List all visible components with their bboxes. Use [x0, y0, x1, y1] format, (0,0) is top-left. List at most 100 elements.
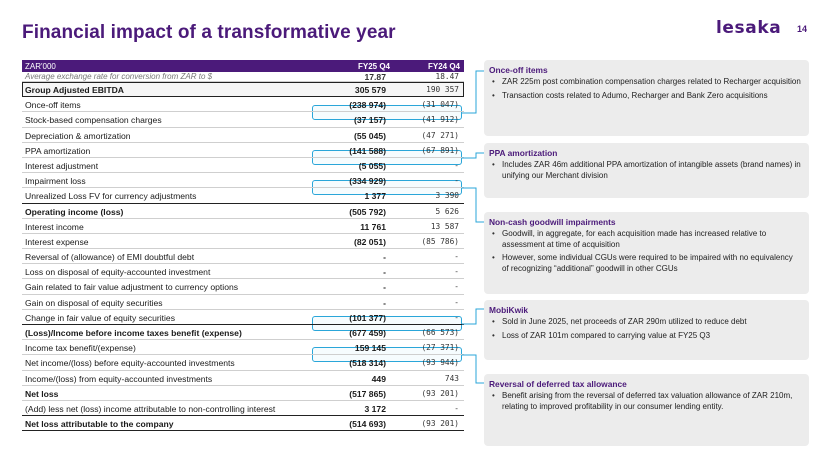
callout-title: Once-off items	[489, 65, 548, 75]
callout-title: MobiKwik	[489, 305, 529, 315]
row-fy25: -	[383, 297, 386, 308]
callout-bullets: Includes ZAR 46m additional PPA amortiza…	[491, 160, 801, 184]
row-fy25: (141 588)	[349, 145, 386, 156]
row-fy24: (27 371)	[421, 343, 459, 353]
callout-bullet: Benefit arising from the reversal of def…	[491, 391, 801, 412]
row-fy25: (37 157)	[353, 115, 386, 126]
callout-bullets: ZAR 225m post combination compensation c…	[491, 77, 801, 104]
row-fy25: (677 459)	[349, 328, 386, 338]
row-fy25: 1 377	[364, 191, 386, 202]
callout-once-off-items: Once-off items ZAR 225m post combination…	[484, 60, 809, 136]
callout-title: Reversal of deferred tax allowance	[489, 379, 627, 389]
row-fy24: 743	[444, 373, 459, 383]
connector-ppa	[462, 152, 484, 159]
row-fy24: (67 891)	[421, 145, 459, 155]
row-fy24: -	[454, 267, 459, 277]
row-fy24: (47 271)	[421, 130, 459, 140]
row-label: Loss on disposal of equity-accounted inv…	[25, 267, 211, 278]
row-fy25: (518 314)	[349, 358, 386, 369]
callout-mobikwik: MobiKwik Sold in June 2025, net proceeds…	[484, 300, 809, 360]
row-fy24: -	[454, 403, 459, 413]
highlight-once-off	[312, 105, 462, 120]
table-row: Loss on disposal of equity-accounted inv…	[22, 264, 464, 280]
callout-bullet: However, some individual CGUs were requi…	[491, 253, 801, 274]
row-fy25: 11 761	[360, 221, 386, 232]
callout-bullets: Sold in June 2025, net proceeds of ZAR 2…	[491, 317, 801, 344]
table-row: (Loss)/Income before income taxes benefi…	[22, 325, 464, 341]
row-fy25: (101 377)	[349, 312, 386, 323]
row-label: (Loss)/Income before income taxes benefi…	[25, 328, 242, 338]
table-row: Unrealized Loss FV for currency adjustme…	[22, 188, 464, 204]
callout-title: Non-cash goodwill impairments	[489, 217, 616, 227]
row-label: PPA amortization	[25, 145, 91, 156]
lesaka-logo: lesaka	[716, 18, 782, 38]
callout-bullet: ZAR 225m post combination compensation c…	[491, 77, 801, 88]
row-label: Gain related to fair value adjustment to…	[25, 282, 239, 293]
row-label: Change in fair value of equity securitie…	[25, 312, 175, 323]
row-label: Operating income (loss)	[25, 206, 124, 217]
row-fy24: (93 944)	[421, 358, 459, 368]
table-row: Gain on disposal of equity securities - …	[22, 295, 464, 310]
row-label: Net loss attributable to the company	[25, 419, 174, 430]
table-row: Reversal of (allowance) of EMI doubtful …	[22, 249, 464, 265]
row-fy25: (517 865)	[349, 388, 386, 399]
callout-title: PPA amortization	[489, 148, 558, 158]
row-label: Income/(loss) from equity-accounted inve…	[25, 373, 213, 384]
row-label: (Add) less net (loss) income attributabl…	[25, 403, 276, 414]
table-row: Impairment loss (334 929) -	[22, 173, 464, 189]
table-header: ZAR'000 FY25 Q4 FY24 Q4	[22, 60, 464, 72]
row-fy24: 5 626	[435, 206, 459, 216]
callout-bullets: Goodwill, in aggregate, for each acquisi…	[491, 229, 801, 277]
row-fy24: (66 573)	[421, 328, 459, 337]
row-fy25: (82 051)	[353, 236, 386, 247]
row-fy25: 3 172	[364, 403, 386, 414]
row-label: Depreciation & amortization	[25, 130, 131, 141]
row-fy24: -	[454, 297, 459, 307]
highlight-equity-securities	[312, 316, 462, 331]
slide-title: Financial impact of a transformative yea…	[22, 22, 396, 43]
table-row: Net loss (517 865) (93 201)	[22, 386, 464, 401]
row-label: Net loss	[25, 388, 59, 399]
row-label: Unrealized Loss FV for currency adjustme…	[25, 191, 197, 202]
row-fy25: 159 145	[354, 343, 386, 354]
row-fy25: 305 579	[354, 85, 386, 95]
row-fy25: (5 055)	[358, 160, 386, 171]
row-label: Reversal of (allowance) of EMI doubtful …	[25, 252, 195, 263]
table-row: Stock-based compensation charges (37 157…	[22, 112, 464, 128]
table-row: Interest expense (82 051) (85 786)	[22, 234, 464, 250]
row-fy24: -	[454, 176, 459, 186]
row-label: Interest expense	[25, 236, 89, 247]
row-fy24: -	[454, 160, 459, 170]
row-fy24: 13 587	[430, 221, 459, 231]
row-fy25: -	[383, 267, 386, 278]
table-row: Group Adjusted EBITDA 305 579 190 357	[22, 82, 464, 98]
row-fy25: -	[383, 282, 386, 293]
table-row: Operating income (loss) (505 792) 5 626	[22, 204, 464, 219]
row-label: Group Adjusted EBITDA	[25, 85, 124, 95]
row-fy24: (93 201)	[421, 388, 459, 398]
callout-ppa-amortization: PPA amortization Includes ZAR 46m additi…	[484, 143, 809, 198]
header-label: ZAR'000	[25, 61, 56, 71]
callout-bullet: Sold in June 2025, net proceeds of ZAR 2…	[491, 317, 801, 328]
table-row: Net loss attributable to the company (51…	[22, 416, 464, 432]
table-row: Gain related to fair value adjustment to…	[22, 279, 464, 295]
header-col-fy24: FY24 Q4	[427, 61, 460, 71]
row-fy25: -	[383, 252, 386, 263]
callout-bullet: Goodwill, in aggregate, for each acquisi…	[491, 229, 801, 250]
page-number: 14	[797, 24, 808, 34]
row-fy25: (505 792)	[349, 206, 386, 217]
connector-impairment	[462, 187, 484, 223]
callout-bullet: Loss of ZAR 101m compared to carrying va…	[491, 331, 801, 342]
table-row: Interest adjustment (5 055) -	[22, 158, 464, 174]
row-fy24: (31 047)	[421, 100, 459, 110]
connector-deferred-tax	[462, 354, 484, 384]
row-label: Interest income	[25, 221, 84, 232]
row-label: Gain on disposal of equity securities	[25, 297, 163, 308]
row-fy24: 18.47	[435, 72, 459, 81]
table-row: Depreciation & amortization (55 045) (47…	[22, 128, 464, 143]
row-fy25: 449	[371, 373, 386, 384]
row-label: Income tax benefit/(expense)	[25, 343, 136, 354]
table-row: PPA amortization (141 588) (67 891)	[22, 143, 464, 158]
table-row: Income tax benefit/(expense) 159 145 (27…	[22, 340, 464, 356]
row-fy25: (334 929)	[349, 176, 386, 187]
